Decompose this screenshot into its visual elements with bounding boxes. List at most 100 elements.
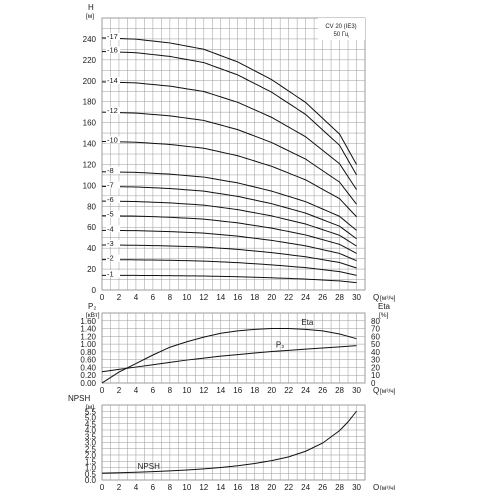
x-tick-label: 24 <box>301 293 310 302</box>
eta-series-label: Eta <box>301 318 314 327</box>
y2-tick-label: 40 <box>371 348 380 357</box>
x-tick-label: 8 <box>168 386 173 395</box>
y-tick-label: 100 <box>83 181 97 190</box>
h-curve <box>101 171 357 231</box>
y-tick-label: 3.5 <box>85 432 97 441</box>
x-tick-label: 4 <box>134 386 139 395</box>
y2-tick-label: 80 <box>371 317 380 326</box>
x-tick-label: 22 <box>284 386 293 395</box>
curve-label-bg <box>106 196 120 204</box>
curve-label: -10 <box>107 135 118 144</box>
x-tick-label: 20 <box>267 386 276 395</box>
x-tick-label: 28 <box>335 386 344 395</box>
h-curve <box>101 81 357 190</box>
y-tick-label: 40 <box>87 244 96 253</box>
x-tick-label: 0 <box>100 386 105 395</box>
pump-model-label: CV 20 (IE3) <box>325 24 356 30</box>
x-tick-label: 10 <box>182 386 191 395</box>
y-tick-label: 20 <box>87 265 96 274</box>
y2-tick-label: 50 <box>371 340 380 349</box>
y-tick-label: 2.5 <box>85 445 97 454</box>
x-tick-label: 22 <box>284 293 293 302</box>
y2-tick-label: 20 <box>371 363 380 372</box>
y-tick-label: 220 <box>83 56 97 65</box>
npsh-series-label: NPSH <box>138 462 160 471</box>
h-curve <box>101 229 357 262</box>
curve-label: -12 <box>107 106 118 115</box>
curve-label: -2 <box>107 254 114 263</box>
y-tick-label: 3.0 <box>85 439 97 448</box>
curve-label: -1 <box>107 269 114 278</box>
p2-series-label: P₂ <box>276 340 284 349</box>
y-tick-label: 5.0 <box>85 414 97 423</box>
x-tick-label: 4 <box>134 293 139 302</box>
x-tick-label: 4 <box>134 483 139 490</box>
curve-label: -8 <box>107 166 114 175</box>
info-box <box>318 18 365 40</box>
x-tick-label: 6 <box>151 386 156 395</box>
x-tick-label: 28 <box>335 483 344 490</box>
y-tick-label: 0.5 <box>85 470 97 479</box>
y-tick-label: 1.0 <box>85 464 97 473</box>
h-curve <box>101 50 357 176</box>
x-tick-label: 6 <box>151 293 156 302</box>
x-tick-label: 0 <box>100 293 105 302</box>
y2-tick-label: 0 <box>371 379 376 388</box>
y2-axis-unit: [%] <box>379 312 389 319</box>
y-axis-title: H <box>88 3 94 12</box>
y-tick-label: 240 <box>83 35 97 44</box>
x-tick-label: 8 <box>168 483 173 490</box>
x-axis-unit: [м³/ч] <box>380 388 396 395</box>
grid-layer <box>101 17 366 481</box>
x-axis-title: Q <box>373 293 379 302</box>
x-tick-label: 24 <box>301 386 310 395</box>
y2-axis-title: Eta <box>378 302 391 311</box>
y-tick-label: 140 <box>83 140 97 149</box>
y-tick-label: 0.60 <box>80 356 96 365</box>
y-tick-label: 1.20 <box>80 332 96 341</box>
frequency-label: 50 Гц <box>333 32 349 38</box>
curve-label-bg <box>106 270 120 278</box>
curve-label: -17 <box>107 32 118 41</box>
curve-label-bg <box>106 76 120 84</box>
curve-label-bg <box>106 254 120 262</box>
y-tick-label: 0.40 <box>80 363 96 372</box>
y-tick-label: 0.00 <box>80 379 96 388</box>
curve-label: -3 <box>107 239 114 248</box>
x-tick-label: 18 <box>250 386 259 395</box>
x-tick-label: 14 <box>216 483 225 490</box>
y-tick-label: 60 <box>87 223 96 232</box>
h-curve <box>101 111 357 205</box>
h-curve <box>101 185 357 240</box>
y-axis-unit: [кВт] <box>86 312 100 319</box>
curve-label-bg <box>106 32 120 40</box>
x-tick-label: 18 <box>250 483 259 490</box>
x-tick-label: 10 <box>182 483 191 490</box>
x-tick-label: 10 <box>182 293 191 302</box>
x-tick-label: 12 <box>199 483 208 490</box>
y-axis-unit: [м] <box>86 13 94 20</box>
curve-label-bg <box>106 166 120 174</box>
curve-label-bg <box>106 240 120 248</box>
curve-label: -6 <box>107 195 114 204</box>
x-tick-label: 12 <box>199 386 208 395</box>
curve-label: -16 <box>107 45 118 54</box>
y-tick-label: 200 <box>83 77 97 86</box>
x-tick-label: 20 <box>267 293 276 302</box>
y-tick-label: 0.0 <box>85 476 97 485</box>
curve-label-bg <box>106 225 120 233</box>
x-tick-label: 20 <box>267 483 276 490</box>
x-tick-label: 28 <box>335 293 344 302</box>
y-tick-label: 1.5 <box>85 457 97 466</box>
y2-tick-label: 10 <box>371 371 380 380</box>
npsh-curve <box>101 410 357 474</box>
y2-tick-label: 30 <box>371 356 380 365</box>
curve-label: -5 <box>107 210 114 219</box>
h-curve <box>101 200 357 247</box>
x-tick-label: 16 <box>233 293 242 302</box>
y-tick-label: 180 <box>83 98 97 107</box>
y-axis-title: NPSH <box>68 394 90 403</box>
curve-label: -14 <box>107 76 118 85</box>
curve-label: -7 <box>107 180 114 189</box>
